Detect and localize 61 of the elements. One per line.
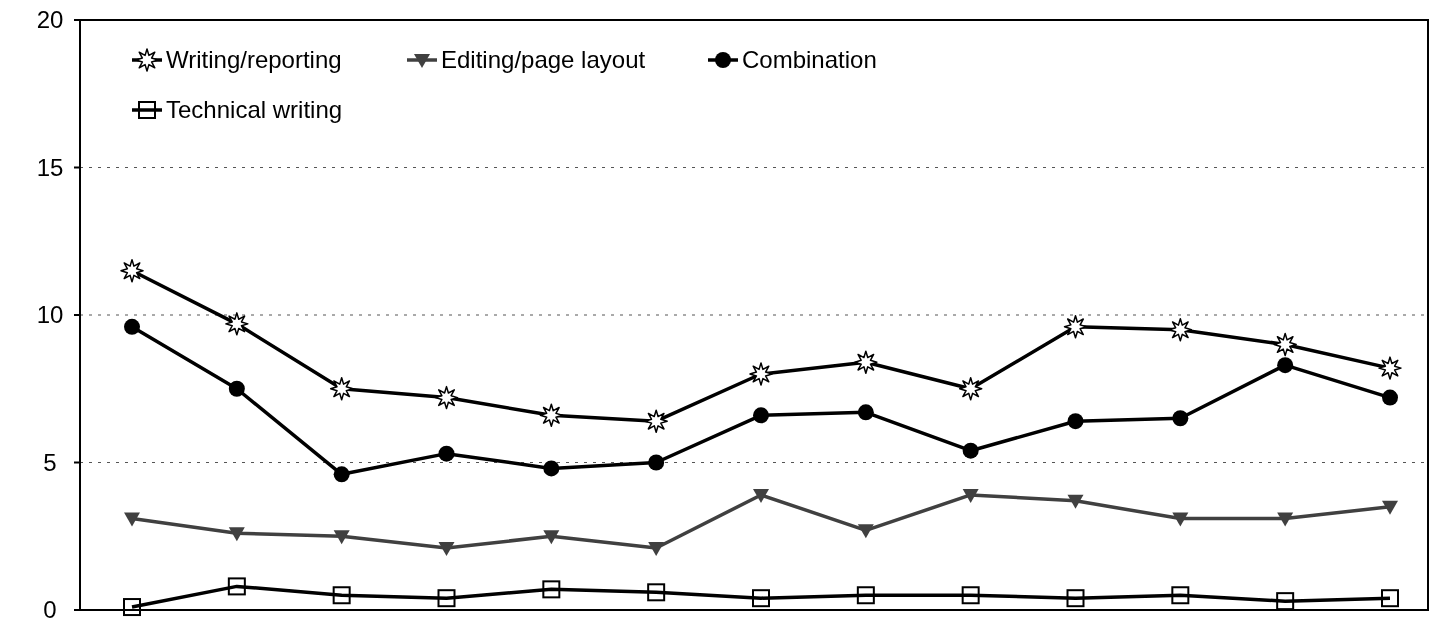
point (332, 586, 351, 605)
point (1171, 586, 1190, 605)
point (644, 409, 668, 433)
point (1067, 413, 1084, 430)
point (962, 488, 979, 503)
point (123, 598, 141, 617)
point (124, 318, 140, 335)
y-tick-label: 20 (36, 6, 64, 34)
point (1382, 500, 1398, 515)
point (124, 512, 140, 527)
point (437, 589, 456, 608)
point (1382, 389, 1398, 406)
legend-label: Writing/reporting (166, 46, 342, 74)
point (543, 460, 560, 477)
y-tick-label: 15 (36, 153, 64, 181)
point (648, 454, 665, 471)
point (749, 362, 773, 386)
point (225, 312, 249, 336)
legend-label: Technical writing (166, 96, 343, 124)
point (1067, 494, 1084, 509)
y-tick-label: 0 (43, 596, 57, 624)
point (1381, 589, 1399, 608)
point (434, 385, 459, 410)
point (227, 577, 246, 596)
point (438, 445, 455, 462)
point (1276, 592, 1295, 611)
point (752, 589, 770, 608)
point (647, 583, 666, 602)
point (961, 586, 980, 605)
point (753, 407, 769, 424)
y-tick-label: 5 (43, 448, 57, 476)
point (120, 259, 144, 283)
point (542, 580, 561, 599)
point (438, 542, 455, 557)
point (857, 524, 874, 539)
point (1066, 589, 1085, 608)
legend-label: Editing/page layout (441, 46, 646, 74)
point (958, 377, 983, 401)
y-tick-label: 10 (36, 301, 64, 329)
point (1063, 315, 1088, 339)
point (857, 404, 874, 421)
point (539, 403, 564, 428)
point (856, 586, 875, 605)
point (1172, 410, 1189, 427)
point (753, 488, 769, 503)
point (962, 442, 979, 459)
point (228, 527, 245, 542)
point (1168, 318, 1193, 342)
legend-label: Combination (742, 46, 877, 74)
point (543, 530, 560, 545)
point (1277, 512, 1294, 527)
point (333, 530, 350, 545)
point (648, 542, 665, 557)
point (1277, 357, 1294, 374)
point (333, 466, 350, 483)
point (1378, 356, 1402, 380)
point (228, 380, 245, 397)
point (1172, 512, 1189, 527)
point (1273, 332, 1297, 357)
point (854, 350, 878, 374)
point (329, 377, 354, 401)
